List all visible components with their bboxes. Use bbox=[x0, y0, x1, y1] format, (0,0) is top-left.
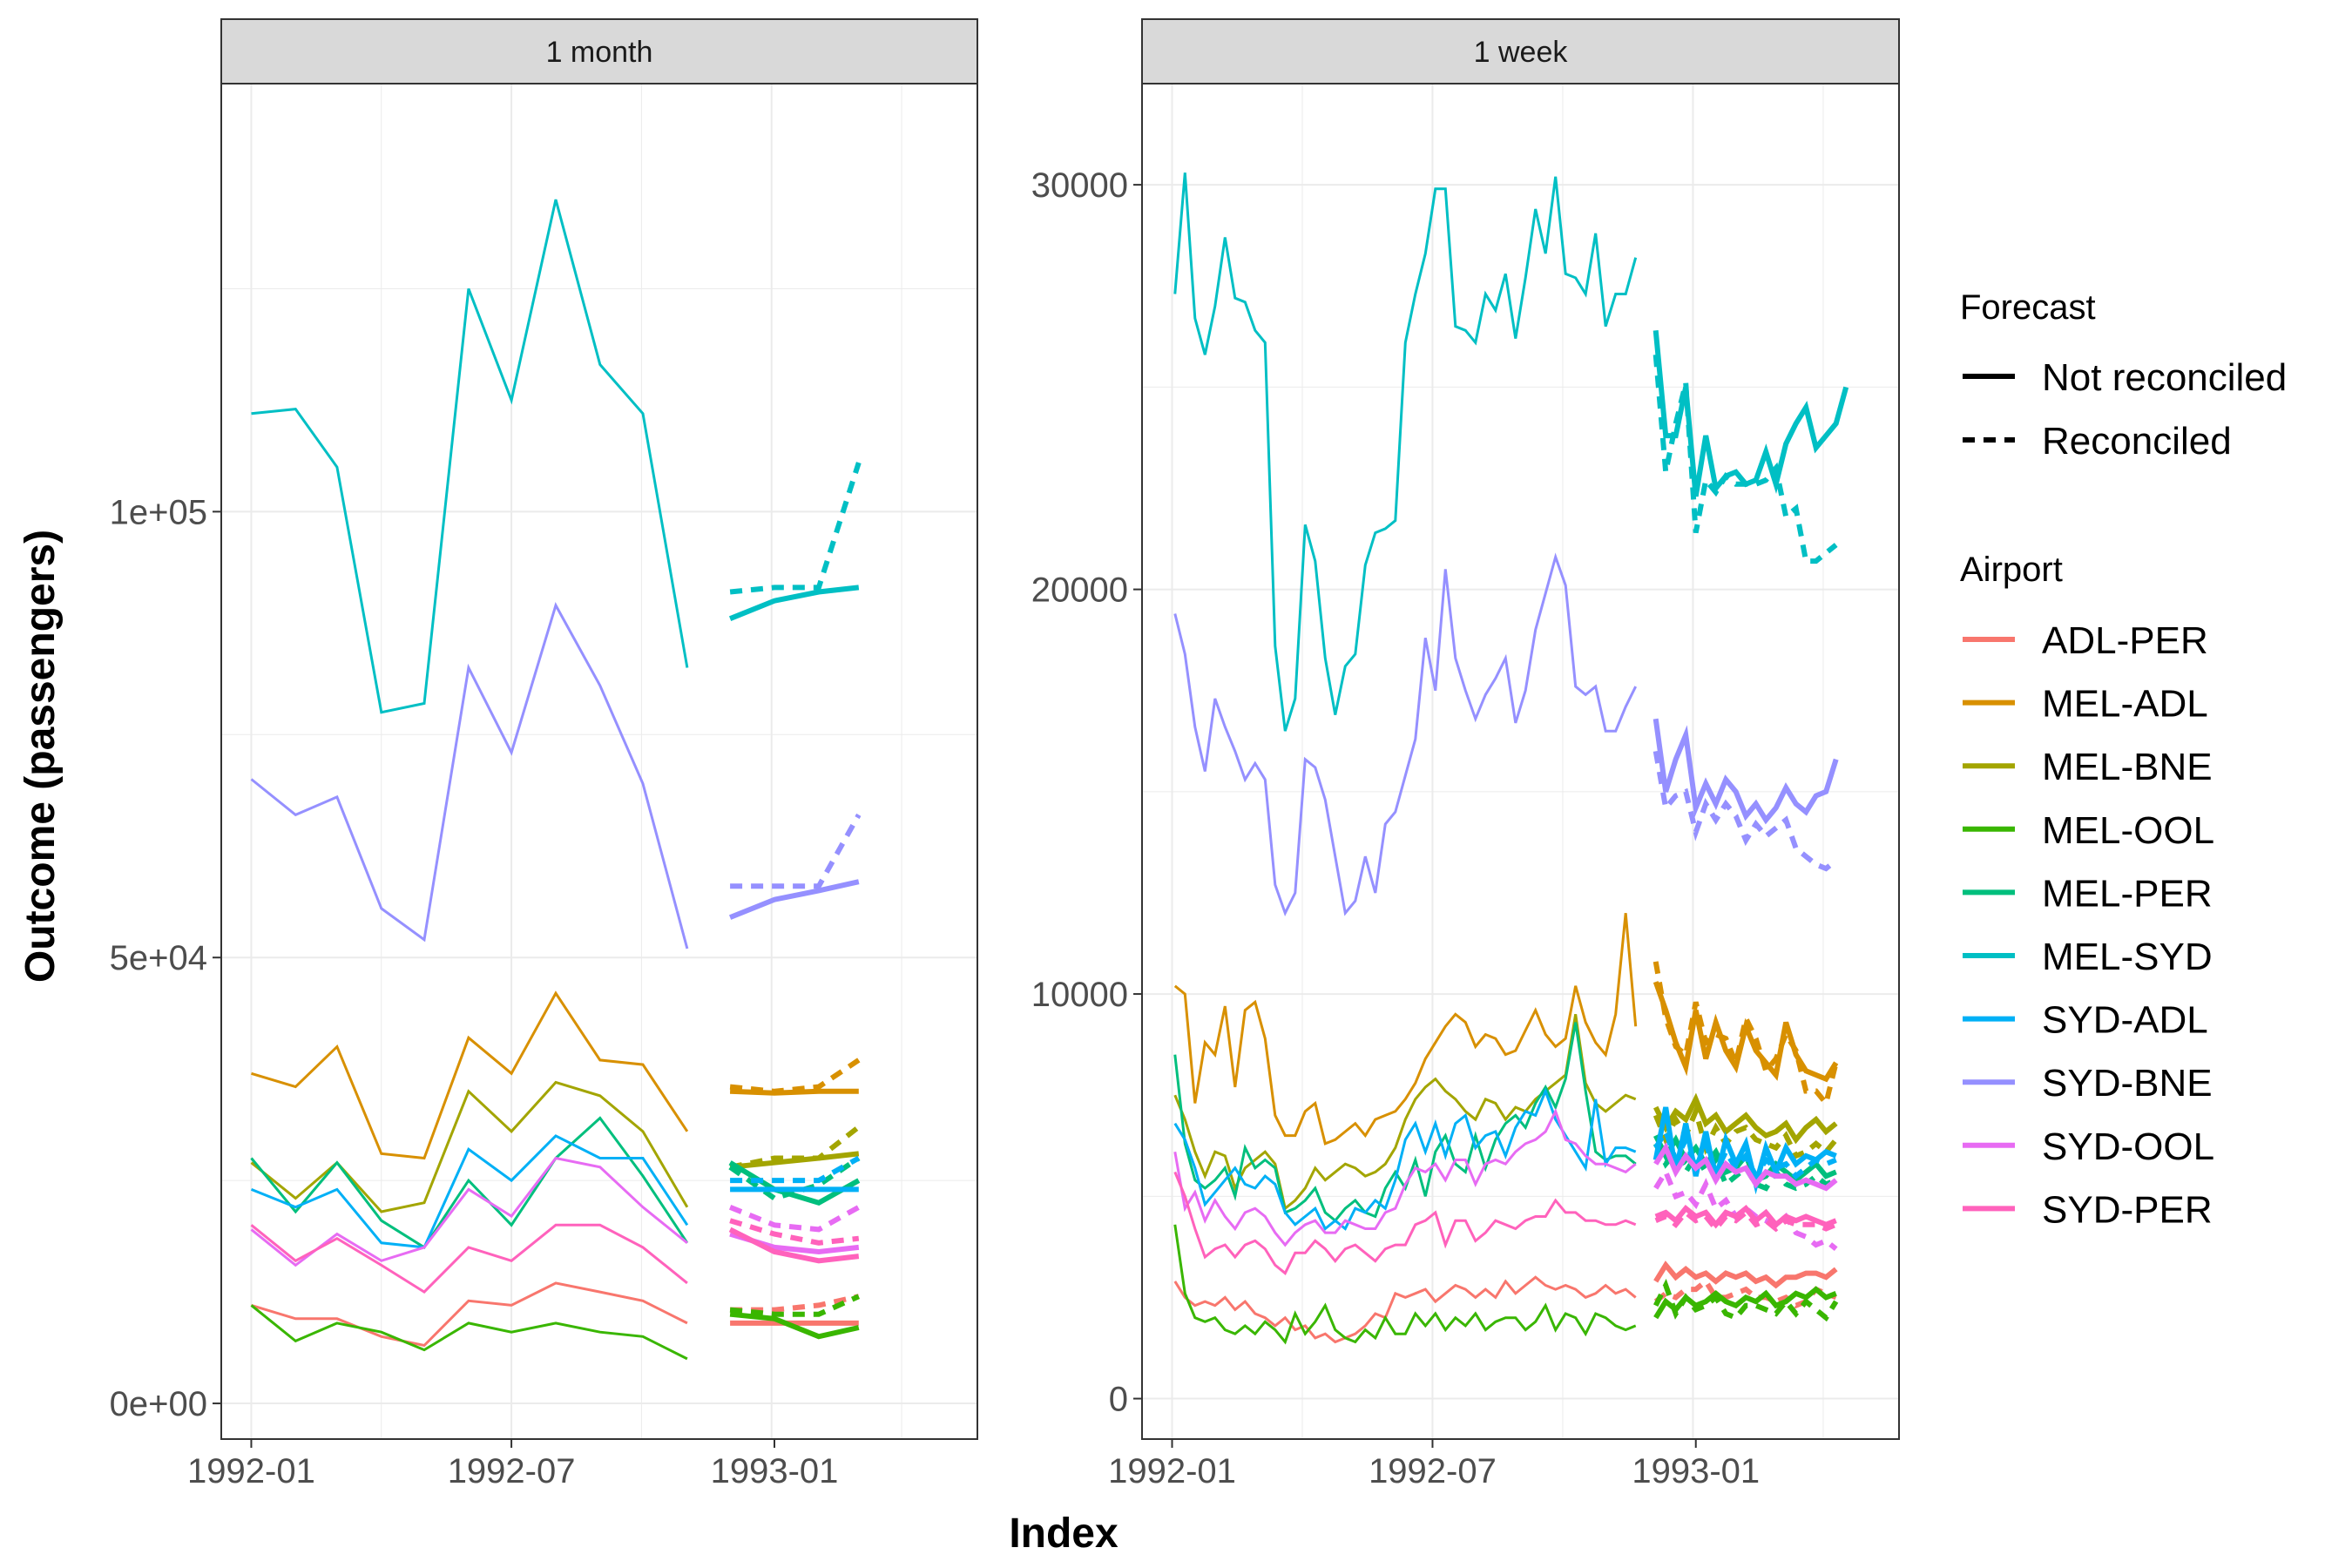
history-line-syd-per bbox=[250, 1223, 688, 1294]
forecast-line-syd-bne bbox=[1652, 718, 1839, 825]
forecast-line-mel-bne bbox=[1653, 1092, 1838, 1145]
airport-legend-label: MEL-BNE bbox=[2042, 746, 2213, 788]
forecast-legend-title: Forecast bbox=[1960, 288, 2096, 327]
forecast-line-mel-syd bbox=[728, 585, 860, 621]
forecast-line-syd-adl bbox=[1652, 1106, 1837, 1195]
airport-legend-label: SYD-BNE bbox=[2042, 1062, 2213, 1105]
x-tick-label: 1993-01 bbox=[1632, 1452, 1760, 1490]
history-line-mel-syd bbox=[1173, 172, 1638, 732]
forecast-line-mel-adl bbox=[1652, 981, 1839, 1083]
reconciled-line-mel-per bbox=[1653, 1142, 1837, 1192]
history-line-mel-bne bbox=[250, 1080, 689, 1213]
reconciled-line-syd-adl bbox=[730, 1155, 861, 1184]
forecast-legend-label: Not reconciled bbox=[2042, 356, 2287, 399]
x-tick-label: 1993-01 bbox=[711, 1452, 839, 1490]
forecast-line-mel-ool bbox=[729, 1311, 860, 1340]
y-axis-title: Outcome (passengers) bbox=[17, 530, 64, 983]
forecast-line-mel-ool bbox=[1653, 1286, 1837, 1320]
forecast-line-syd-per bbox=[728, 1227, 860, 1264]
facet-panel: 1 month 0e+00 5e+04 1e+05 1992-01 1992-07 1993… bbox=[110, 18, 978, 1490]
reconciled-line-mel-syd bbox=[729, 462, 862, 595]
x-tick-label: 1992-01 bbox=[187, 1452, 315, 1490]
y-tick-label: 0e+00 bbox=[110, 1385, 207, 1423]
panel-background bbox=[1142, 84, 1899, 1439]
airport-legend-label: SYD-OOL bbox=[2042, 1125, 2214, 1168]
history-line-syd-per bbox=[1173, 1171, 1637, 1275]
reconciled-line-syd-adl bbox=[1653, 1125, 1837, 1182]
history-line-mel-adl bbox=[251, 990, 689, 1160]
forecast-legend-label: Reconciled bbox=[2042, 420, 2232, 463]
strip-label: 1 month bbox=[546, 36, 653, 69]
reconciled-line-mel-adl bbox=[1652, 961, 1839, 1110]
panel-border bbox=[220, 83, 978, 1440]
history-line-mel-per bbox=[250, 1116, 689, 1249]
reconciled-line-syd-bne bbox=[730, 813, 862, 889]
airport-legend-label: MEL-OOL bbox=[2042, 809, 2214, 852]
forecast-line-mel-adl bbox=[729, 1088, 859, 1096]
forecast-line-adl-per bbox=[1653, 1260, 1838, 1289]
x-tick-label: 1992-01 bbox=[1108, 1452, 1236, 1490]
history-line-mel-syd bbox=[251, 199, 689, 714]
y-tick-label: 1e+05 bbox=[110, 493, 207, 531]
airport-legend-label: SYD-PER bbox=[2042, 1188, 2213, 1231]
y-tick-label: 5e+04 bbox=[110, 939, 207, 977]
reconciled-line-syd-ool bbox=[728, 1205, 861, 1233]
strip-label: 1 week bbox=[1474, 36, 1569, 69]
history-line-syd-adl bbox=[1173, 1087, 1637, 1231]
y-tick-label: 30000 bbox=[1031, 166, 1128, 205]
strip-background bbox=[220, 18, 978, 84]
reconciled-line-syd-per bbox=[729, 1218, 860, 1246]
history-line-mel-per bbox=[1173, 1022, 1637, 1223]
history-line-adl-per bbox=[1173, 1275, 1637, 1344]
history-line-syd-bne bbox=[1173, 552, 1638, 917]
airport-legend-label: MEL-SYD bbox=[2042, 936, 2213, 978]
airport-legend-label: SYD-ADL bbox=[2042, 999, 2208, 1042]
reconciled-line-syd-per bbox=[1654, 1208, 1837, 1233]
legend: Forecast Not reconciled Reconciled Airport A… bbox=[1960, 288, 2287, 1231]
forecast-line-mel-syd bbox=[1652, 330, 1849, 497]
airport-legend-label: MEL-PER bbox=[2042, 872, 2213, 915]
forecast-line-syd-bne bbox=[728, 879, 860, 920]
strip-background bbox=[1141, 18, 1900, 84]
history-line-adl-per bbox=[251, 1281, 688, 1348]
history-line-syd-bne bbox=[250, 602, 689, 950]
reconciled-line-mel-ool bbox=[729, 1294, 861, 1317]
y-tick-label: 10000 bbox=[1031, 976, 1128, 1014]
panel-border bbox=[1141, 83, 1900, 1440]
airport-legend-label: MEL-ADL bbox=[2042, 683, 2208, 726]
airport-legend-label: ADL-PER bbox=[2042, 619, 2208, 662]
panels: 1 month 0e+00 5e+04 1e+05 1992-01 1992-07 1993… bbox=[110, 18, 1900, 1490]
forecast-line-syd-ool bbox=[1653, 1142, 1838, 1192]
x-tick-label: 1992-07 bbox=[1369, 1452, 1497, 1490]
reconciled-line-syd-bne bbox=[1652, 750, 1838, 872]
history-line-syd-ool bbox=[1173, 1107, 1637, 1247]
reconciled-line-mel-adl bbox=[729, 1058, 861, 1094]
forecast-line-mel-bne bbox=[729, 1151, 860, 1170]
forecast-line-syd-per bbox=[1654, 1204, 1837, 1229]
history-line-mel-adl bbox=[1173, 913, 1638, 1146]
facet-panel: 1 week 0 10000 20000 30000 1992-01 1992-07 1993… bbox=[1031, 18, 1900, 1490]
airport-legend-title: Airport bbox=[1960, 551, 2063, 589]
x-tick-label: 1992-07 bbox=[448, 1452, 576, 1490]
history-line-mel-ool bbox=[250, 1304, 688, 1361]
history-line-syd-adl bbox=[250, 1134, 689, 1249]
y-tick-label: 20000 bbox=[1031, 571, 1128, 610]
history-line-mel-ool bbox=[1173, 1224, 1637, 1345]
x-axis-title: Index bbox=[1009, 1511, 1119, 1557]
y-tick-label: 0 bbox=[1109, 1381, 1128, 1419]
